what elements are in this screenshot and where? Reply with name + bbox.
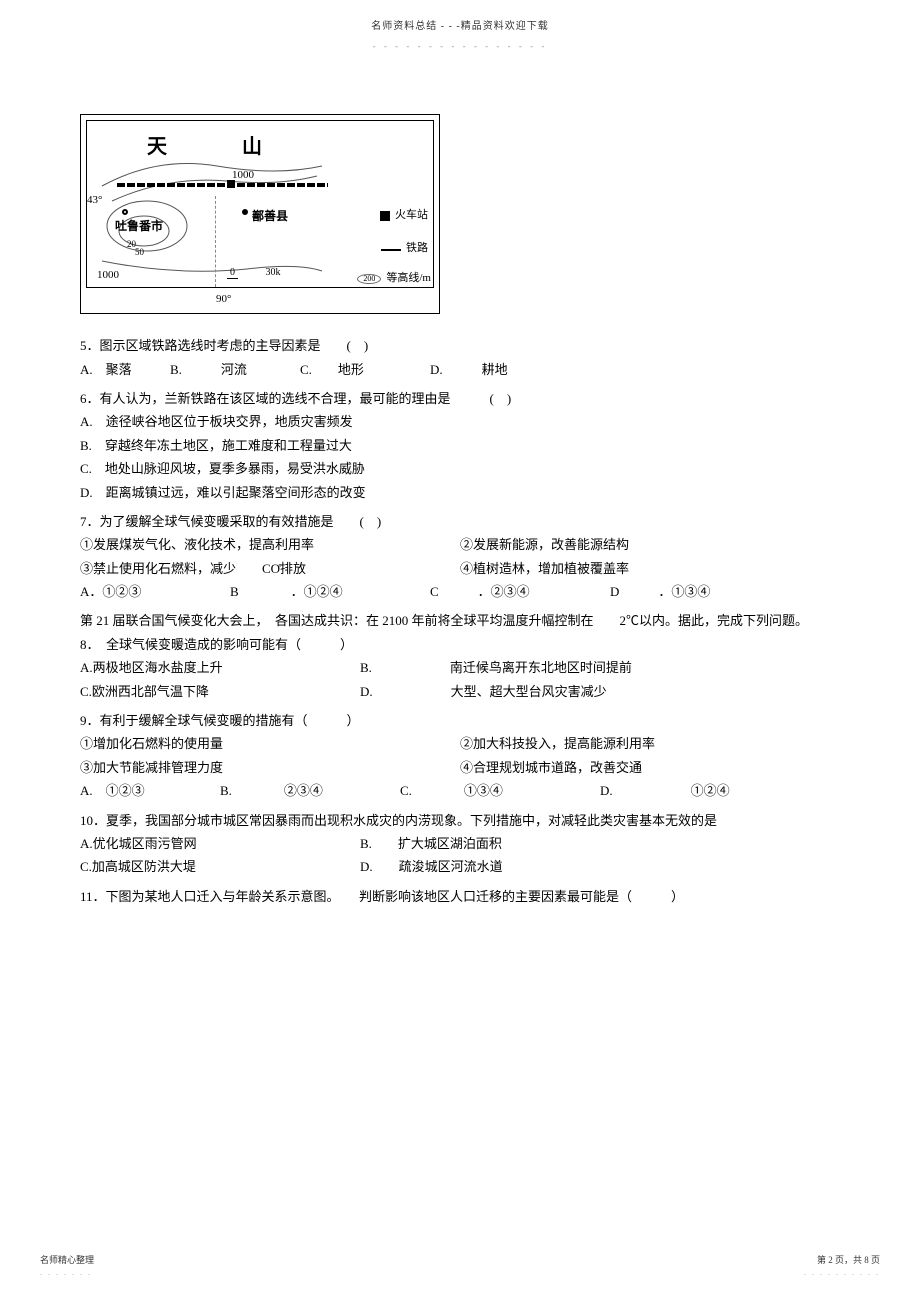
legend-contour-label: 等高线/m bbox=[386, 269, 431, 289]
scale-bar: 0 30k bbox=[227, 264, 281, 282]
q10-opt-c: C.加高城区防洪大堤 bbox=[80, 855, 360, 878]
q10-text: 10．夏季，我国部分城市城区常因暴雨而出现积水成灾的内涝现象。下列措施中，对减轻… bbox=[80, 809, 840, 832]
q8-opt-b: B. 南迁候鸟离开东北地区时间提前 bbox=[360, 656, 632, 679]
q6-opt-c: C. 地处山脉迎风坡，夏季多暴雨，易受洪水威胁 bbox=[80, 457, 840, 480]
q9-sub3: ③加大节能减排管理力度 bbox=[80, 756, 460, 779]
railway-line bbox=[117, 183, 328, 187]
q7-text: 7．为了缓解全球气候变暖采取的有效措施是 ( ) bbox=[80, 510, 840, 533]
q9-sub2: ②加大科技投入，提高能源利用率 bbox=[460, 732, 655, 755]
legend-station-icon bbox=[380, 211, 390, 221]
meridian-line bbox=[215, 196, 216, 287]
q7: 7．为了缓解全球气候变暖采取的有效措施是 ( ) ①发展煤炭气化、液化技术，提高… bbox=[80, 510, 840, 604]
q11-text: 11．下图为某地人口迁入与年龄关系示意图。 判断影响该地区人口迁移的主要因素最可… bbox=[80, 885, 840, 908]
q10-opt-b: B. 扩大城区湖泊面积 bbox=[360, 832, 502, 855]
footer-left-sub: . . . . . . . bbox=[40, 1266, 92, 1280]
q7-opt-c: C ．②③④ bbox=[430, 580, 610, 603]
q7-opt-a: A．①②③ bbox=[80, 580, 230, 603]
q11: 11．下图为某地人口迁入与年龄关系示意图。 判断影响该地区人口迁移的主要因素最可… bbox=[80, 885, 840, 908]
map-figure: 天 山 1000 43° 吐鲁番市 鄯善县 20 50 10 bbox=[80, 114, 440, 314]
q7-opt-b: B ．①②④ bbox=[230, 580, 430, 603]
q9-opt-a: A. ①②③ bbox=[80, 779, 220, 802]
legend-station: 火车站 bbox=[380, 206, 428, 226]
q7-opt-d: D ．①③④ bbox=[610, 580, 710, 603]
q8-text: 8． 全球气候变暖造成的影响可能有（ ） bbox=[80, 633, 840, 656]
legend-rail-icon bbox=[381, 248, 401, 251]
city1-label: 吐鲁番市 bbox=[115, 216, 163, 238]
legend-contour-icon: 200 bbox=[357, 274, 381, 284]
legend-rail-label: 铁路 bbox=[406, 239, 428, 259]
q7-sub1: ①发展煤炭气化、液化技术，提高利用率 bbox=[80, 533, 460, 556]
q10-opt-a: A.优化城区雨污管网 bbox=[80, 832, 360, 855]
page-header-sub: - - - - - - - - - - - - - - - - bbox=[0, 38, 920, 54]
q5-opt-c: C. 地形 bbox=[300, 358, 430, 381]
lon-label: 90° bbox=[216, 290, 231, 310]
q6: 6．有人认为，兰新铁路在该区域的选线不合理，最可能的理由是 ( ) A. 途径峡… bbox=[80, 387, 840, 504]
q9-opt-d: D. ①②④ bbox=[600, 779, 730, 802]
page-header: 名师资料总结 - - -精品资料欢迎下载 bbox=[0, 0, 920, 36]
q10-opt-d: D. 疏浚城区河流水道 bbox=[360, 855, 503, 878]
city2-marker bbox=[242, 209, 248, 215]
station-marker bbox=[227, 180, 235, 188]
q5: 5．图示区域铁路选线时考虑的主导因素是 ( ) A. 聚落 B. 河流 C. 地… bbox=[80, 334, 840, 381]
footer-right-sub: . . . . . . . . . . bbox=[804, 1266, 880, 1280]
q8: 8． 全球气候变暖造成的影响可能有（ ） A.两极地区海水盐度上升 B. 南迁候… bbox=[80, 633, 840, 703]
q9-opt-b: B. ②③④ bbox=[220, 779, 400, 802]
q5-opt-a: A. 聚落 bbox=[80, 358, 170, 381]
q9-sub4: ④合理规划城市道路，改善交通 bbox=[460, 756, 642, 779]
q8-opt-d: D. 大型、超大型台风灾害减少 bbox=[360, 680, 607, 703]
q5-opt-d: D. 耕地 bbox=[430, 358, 560, 381]
legend-rail: 铁路 bbox=[381, 239, 428, 259]
q9: 9．有利于缓解全球气候变暖的措施有（ ） ①增加化石燃料的使用量 ②加大科技投入… bbox=[80, 709, 840, 803]
map-inner-frame: 天 山 1000 43° 吐鲁番市 鄯善县 20 50 10 bbox=[86, 120, 434, 288]
q8-intro: 第 21 届联合国气候变化大会上， 各国达成共识：在 2100 年前将全球平均温… bbox=[80, 609, 840, 632]
q8-opt-a: A.两极地区海水盐度上升 bbox=[80, 656, 360, 679]
q6-opt-b: B. 穿越终年冻土地区，施工难度和工程量过大 bbox=[80, 434, 840, 457]
q9-opt-c: C. ①③④ bbox=[400, 779, 600, 802]
q7-sub4: ④植树造林，增加植被覆盖率 bbox=[460, 557, 629, 580]
content-area: 天 山 1000 43° 吐鲁番市 鄯善县 20 50 10 bbox=[0, 54, 920, 908]
q9-sub1: ①增加化石燃料的使用量 bbox=[80, 732, 460, 755]
q6-opt-a: A. 途径峡谷地区位于板块交界，地质灾害频发 bbox=[80, 410, 840, 433]
legend-station-label: 火车站 bbox=[395, 206, 428, 226]
q8-opt-c: C.欧洲西北部气温下降 bbox=[80, 680, 360, 703]
q9-text: 9．有利于缓解全球气候变暖的措施有（ ） bbox=[80, 709, 840, 732]
q5-opt-b: B. 河流 bbox=[170, 358, 300, 381]
legend-contour: 200 等高线/m bbox=[357, 269, 431, 289]
q10: 10．夏季，我国部分城市城区常因暴雨而出现积水成灾的内涝现象。下列措施中，对减轻… bbox=[80, 809, 840, 879]
q7-sub3: ③禁止使用化石燃料，减少 CO̊排放 bbox=[80, 557, 460, 580]
elev-1000b: 1000 bbox=[97, 266, 119, 286]
contour-south bbox=[97, 251, 327, 281]
city2-label: 鄯善县 bbox=[252, 206, 288, 228]
q6-opt-d: D. 距离城镇过远，难以引起聚落空间形态的改变 bbox=[80, 481, 840, 504]
q7-sub2: ②发展新能源，改善能源结构 bbox=[460, 533, 629, 556]
q6-text: 6．有人认为，兰新铁路在该区域的选线不合理，最可能的理由是 ( ) bbox=[80, 387, 840, 410]
lat-label: 43° bbox=[87, 191, 102, 211]
q5-text: 5．图示区域铁路选线时考虑的主导因素是 ( ) bbox=[80, 334, 840, 357]
